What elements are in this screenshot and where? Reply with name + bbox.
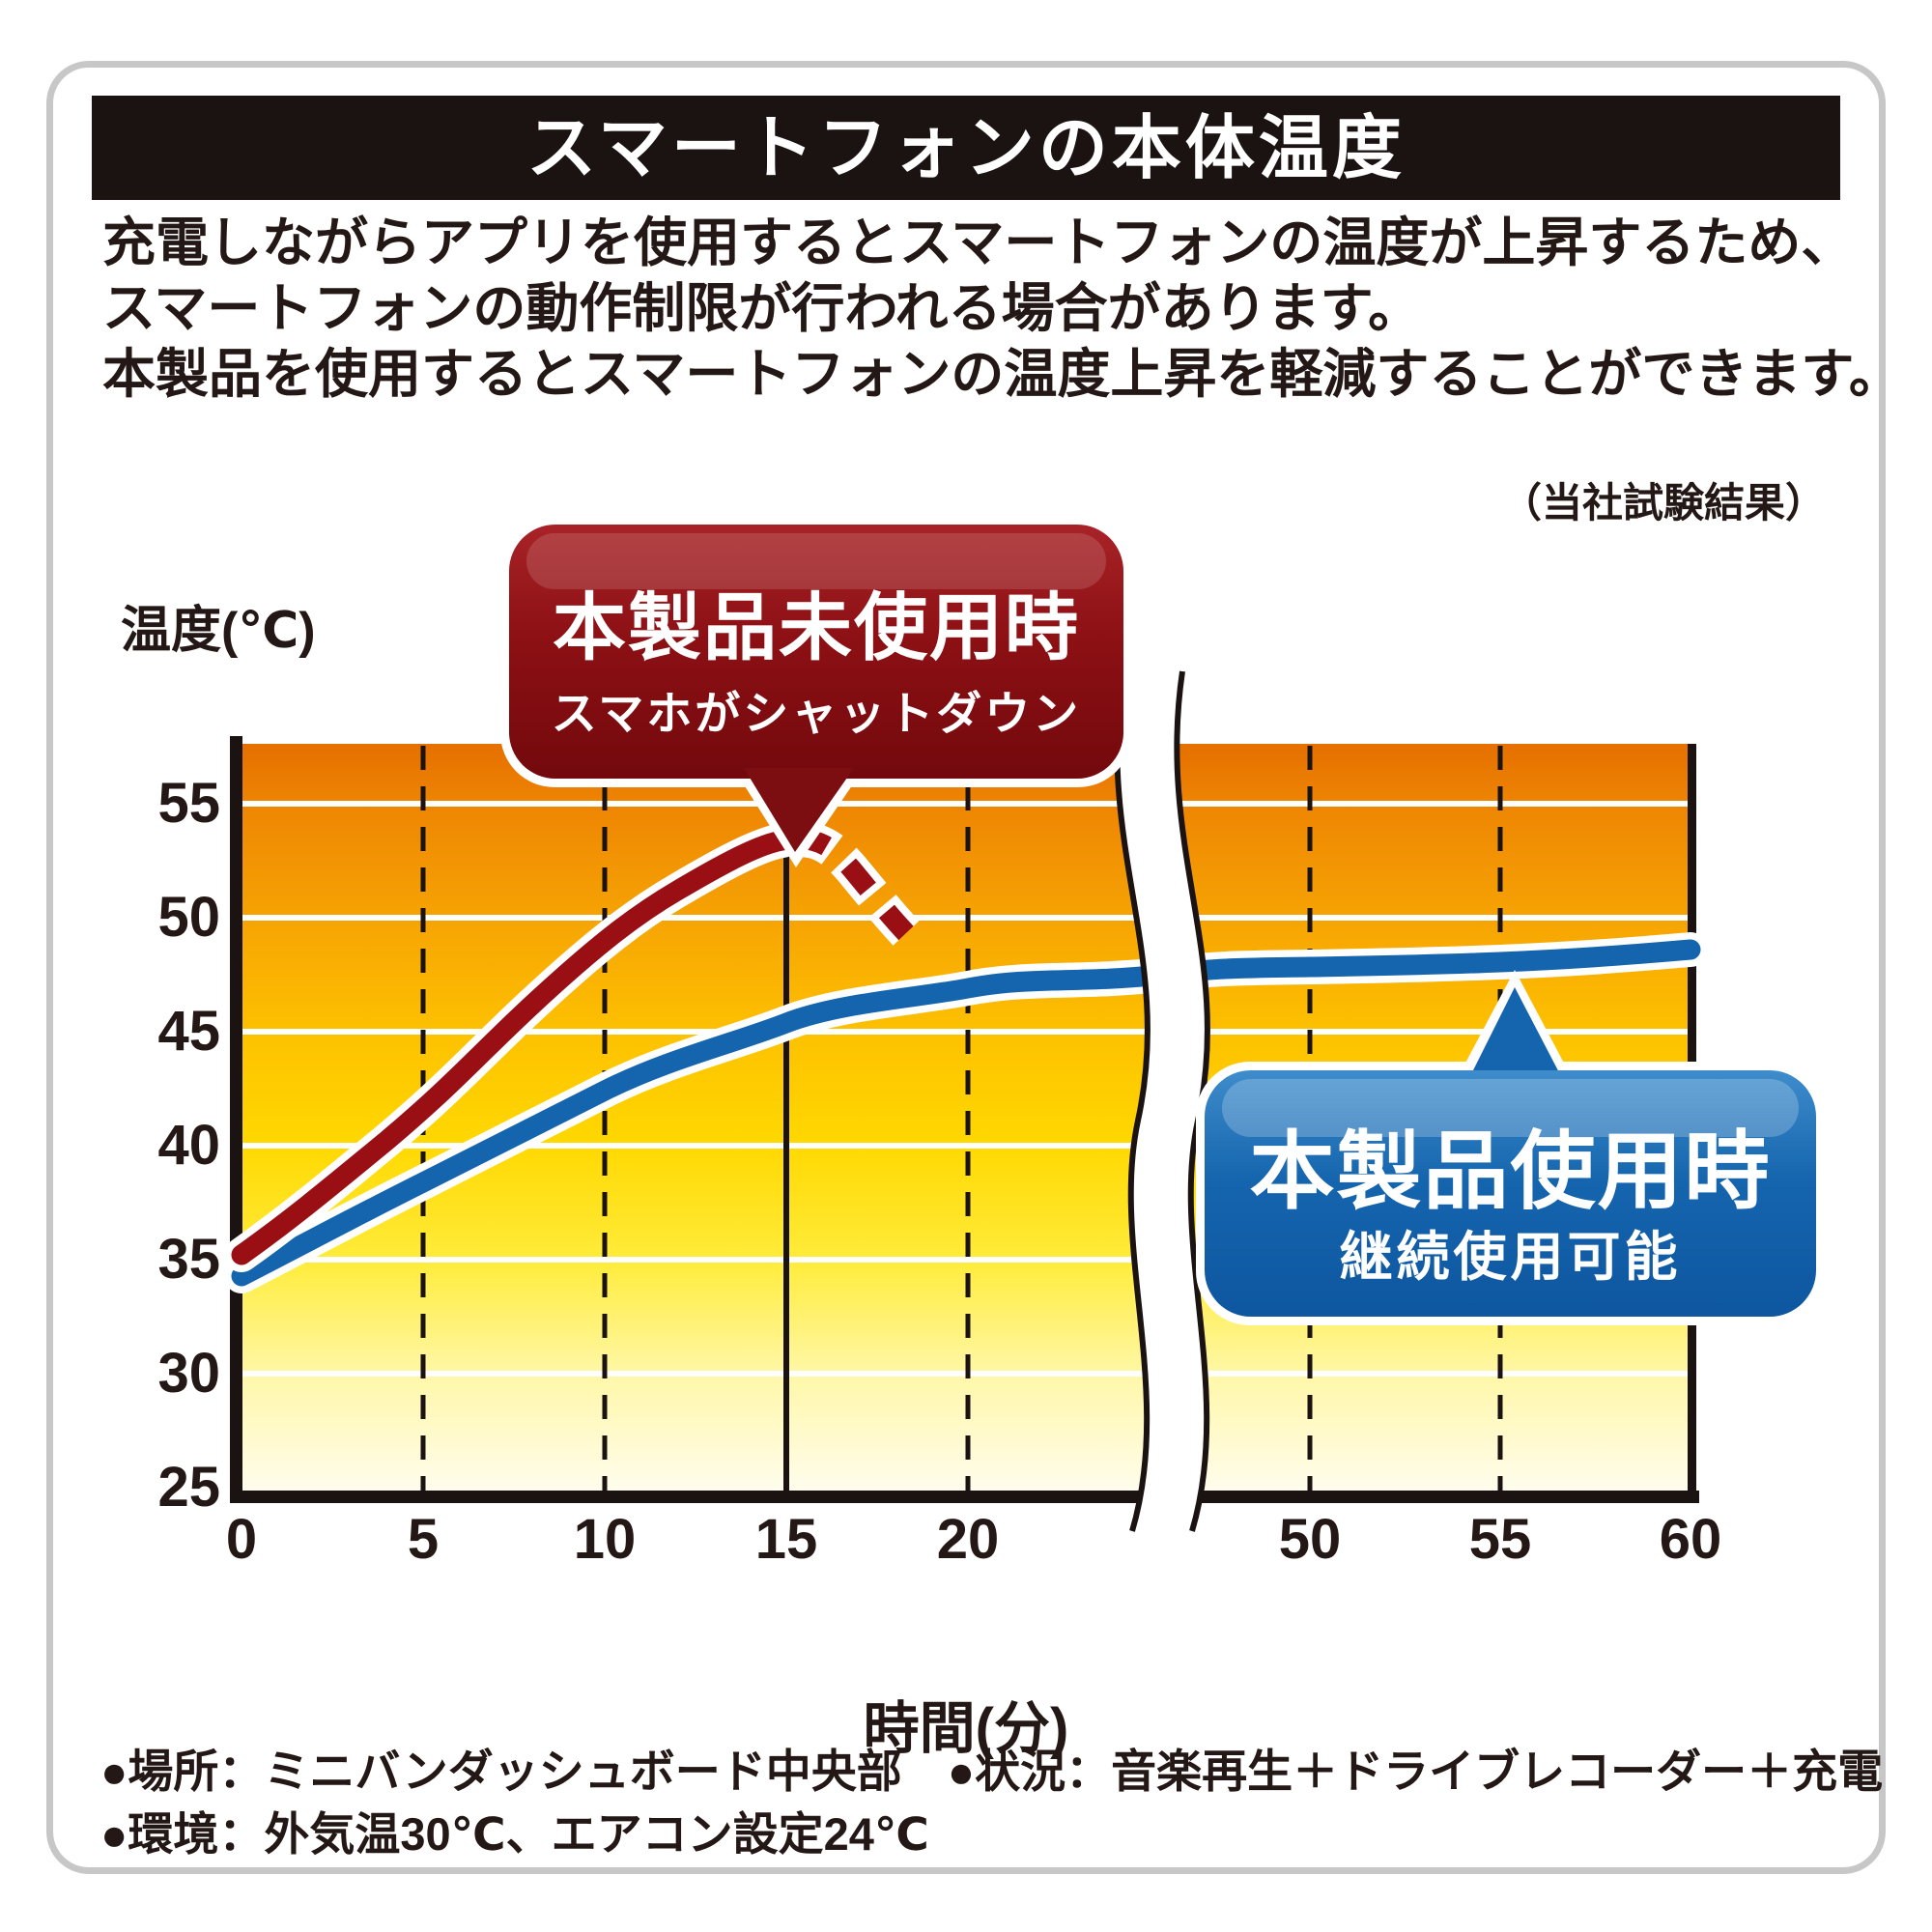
red-callout-bubble	[500, 516, 1132, 867]
y-tick-45: 45	[157, 1000, 220, 1063]
red-series-dashed-decline	[790, 821, 920, 946]
outer-frame-border	[46, 61, 1886, 1874]
description-line-3: 本製品を使用するとスマートフォンの温度上昇を軽減することができます。	[102, 344, 1902, 404]
y-tick-40: 40	[157, 1114, 220, 1177]
y-tick-55: 55	[157, 772, 220, 835]
y-axis-title: 温度(℃)	[121, 603, 316, 659]
condition-note-line-1: ●場所：ミニバンダッシュボード中央部 ●状況：音楽再生＋ドライブレコーダー＋充電	[100, 1746, 1884, 1797]
red-callout-subtitle: スマホがシャットダウン	[551, 688, 1082, 739]
x-axis-line	[230, 1491, 1699, 1503]
blue-bubble-gloss	[1222, 1079, 1799, 1137]
blue-series-line	[224, 932, 1708, 1293]
blue-callout-bubble	[1196, 970, 1825, 1325]
x-tick-0: 0	[225, 1508, 258, 1571]
x-tick-50: 50	[1278, 1508, 1342, 1571]
description-line-2: スマートフォンの動作制限が行われる場合があります。	[102, 278, 1422, 338]
y-axis-line	[230, 736, 242, 1503]
y-tick-50: 50	[157, 886, 220, 949]
blue-callout-subtitle: 継続使用可能	[1339, 1227, 1682, 1287]
description-line-1: 充電しながらアプリを使用するとスマートフォンの温度が上昇するため、	[102, 213, 1855, 272]
x-axis-title: 時間(分)	[863, 1697, 1069, 1760]
x-tick-15: 15	[754, 1508, 818, 1571]
x-tick-20: 20	[936, 1508, 1000, 1571]
condition-note-line-2: ●環境：外気温30℃、エアコン設定24℃	[100, 1808, 929, 1860]
page-title: スマートフォンの本体温度	[526, 110, 1406, 187]
title-bar: スマートフォンの本体温度	[92, 96, 1840, 200]
red-series-line	[224, 823, 800, 1272]
blue-callout-title: 本製品使用時	[1249, 1123, 1772, 1219]
red-bubble-gloss	[526, 533, 1106, 589]
x-tick-10: 10	[573, 1508, 637, 1571]
y-tick-30: 30	[157, 1342, 220, 1405]
x-tick-5: 5	[407, 1508, 440, 1571]
y-tick-35: 35	[157, 1228, 220, 1291]
red-callout-title: 本製品未使用時	[553, 587, 1080, 669]
x-tick-60: 60	[1659, 1508, 1722, 1571]
test-result-note: （当社試験結果）	[1500, 480, 1826, 526]
x-tick-55: 55	[1468, 1508, 1532, 1571]
y-tick-25: 25	[157, 1456, 220, 1519]
